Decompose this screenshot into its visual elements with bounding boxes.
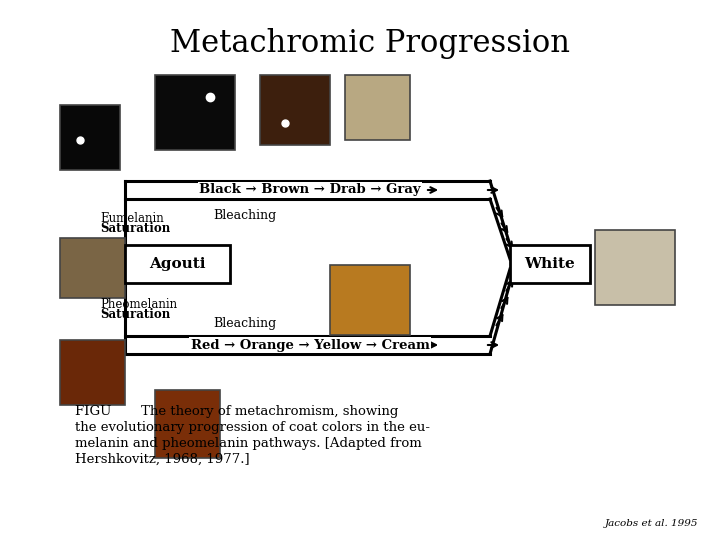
Text: Hershkovitz, 1968, 1977.]: Hershkovitz, 1968, 1977.] <box>75 453 250 466</box>
Bar <box>510 245 590 283</box>
Text: Pheomelanin: Pheomelanin <box>100 299 177 312</box>
Text: Black → Brown → Drab → Gray: Black → Brown → Drab → Gray <box>199 184 420 197</box>
Text: Jacobs et al. 1995: Jacobs et al. 1995 <box>605 519 698 528</box>
Text: Bleaching: Bleaching <box>213 208 276 221</box>
Text: Saturation: Saturation <box>100 308 170 321</box>
Text: FIGU       The theory of metachromism, showing: FIGU The theory of metachromism, showing <box>75 405 398 418</box>
Bar <box>330 265 410 335</box>
Bar <box>125 245 230 283</box>
Text: Metachromic Progression: Metachromic Progression <box>170 28 570 59</box>
Text: White: White <box>525 257 575 271</box>
Text: melanin and pheomelanin pathways. [Adapted from: melanin and pheomelanin pathways. [Adapt… <box>75 437 422 450</box>
Bar <box>60 105 120 170</box>
Bar <box>60 238 125 298</box>
Text: Eumelanin: Eumelanin <box>100 212 163 225</box>
Bar <box>155 390 220 458</box>
Text: Bleaching: Bleaching <box>213 316 276 329</box>
Bar <box>60 340 125 405</box>
Text: the evolutionary progression of coat colors in the eu-: the evolutionary progression of coat col… <box>75 421 430 434</box>
Bar <box>595 230 675 305</box>
Bar <box>345 75 410 140</box>
Text: Saturation: Saturation <box>100 221 170 234</box>
Text: Agouti: Agouti <box>149 257 206 271</box>
Bar <box>260 75 330 145</box>
Text: Red → Orange → Yellow → Cream: Red → Orange → Yellow → Cream <box>191 339 429 352</box>
Bar <box>155 75 235 150</box>
